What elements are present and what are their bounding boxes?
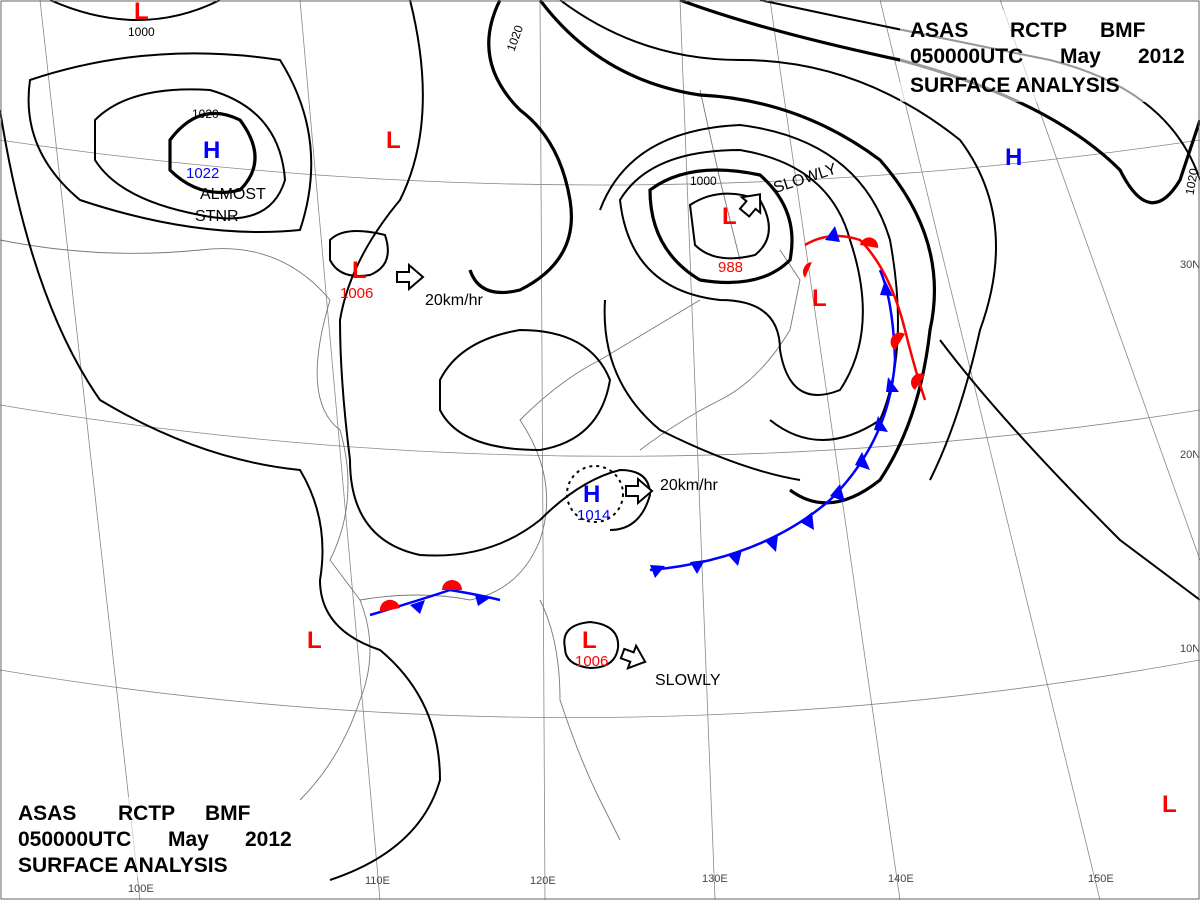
- lat-label: 30N: [1180, 259, 1200, 271]
- lon-label: 100E: [128, 883, 154, 895]
- fronts: [369, 226, 927, 617]
- low-pressure-symbol: L: [386, 127, 401, 154]
- title-block-bottom: ASAS RCTP BMF 050000UTC May 2012 SURFACE…: [10, 797, 300, 877]
- motion-arrow-icon: [625, 476, 654, 506]
- lon-label: 140E: [888, 873, 914, 885]
- lon-label: 110E: [365, 875, 390, 887]
- title-month: May: [168, 828, 209, 851]
- low-pressure-symbol: L: [307, 627, 322, 654]
- high-pressure-symbol: H: [583, 481, 600, 508]
- motion-arrow-icon: [396, 262, 425, 292]
- coastlines: [0, 89, 801, 841]
- lon-label: 120E: [530, 875, 556, 887]
- lat-label: 10N: [1180, 643, 1200, 655]
- motion-label: 20km/hr: [425, 292, 483, 309]
- low-pressure-symbol: L: [582, 627, 597, 654]
- title-block-top: ASAS RCTP BMF 050000UTC May 2012 SURFACE…: [900, 10, 1190, 102]
- motion-label: 20km/hr: [660, 477, 718, 494]
- isobar-label: 1020: [192, 107, 219, 121]
- title-agency: ASAS: [18, 802, 76, 825]
- title-product: SURFACE ANALYSIS: [18, 854, 228, 877]
- low-pressure-symbol: L: [1162, 791, 1177, 818]
- title-code: BMF: [1100, 19, 1146, 42]
- pressure-value: 988: [718, 259, 743, 276]
- lon-label: 150E: [1088, 873, 1114, 885]
- title-code: BMF: [205, 802, 251, 825]
- title-time: 050000UTC: [910, 45, 1023, 68]
- low-pressure-symbol: L: [722, 203, 737, 230]
- title-year: 2012: [245, 828, 292, 851]
- title-agency: ASAS: [910, 19, 968, 42]
- pressure-centers: H 1022 ALMOST STNR L L 1006 20km/hr L 98…: [134, 0, 1177, 818]
- isobar-label: 1020: [1183, 167, 1200, 196]
- title-time: 050000UTC: [18, 828, 131, 851]
- high-pressure-symbol: H: [1005, 144, 1022, 171]
- stnr-label: STNR: [195, 208, 239, 225]
- isobar-label: 1000: [128, 25, 155, 39]
- title-product: SURFACE ANALYSIS: [910, 74, 1120, 97]
- isobar-label: 1000: [690, 174, 717, 188]
- pressure-value: 1006: [575, 653, 608, 670]
- motion-arrow-icon: [619, 643, 647, 670]
- pressure-value: 1006: [340, 285, 373, 302]
- title-station: RCTP: [1010, 19, 1067, 42]
- low-pressure-symbol: L: [812, 285, 827, 312]
- title-station: RCTP: [118, 802, 175, 825]
- title-month: May: [1060, 45, 1101, 68]
- motion-arrow-icon: [738, 193, 762, 218]
- pressure-value: 1014: [577, 507, 610, 524]
- motion-label: SLOWLY: [655, 672, 721, 689]
- high-pressure-symbol: H: [203, 137, 220, 164]
- title-year: 2012: [1138, 45, 1185, 68]
- isobar-labels: 1000 1020 1020 1000 1020: [128, 23, 1200, 196]
- coordinate-labels: 30N 20N 10N 100E 110E 120E 130E 140E 150…: [128, 259, 1200, 895]
- pressure-value: 1022: [186, 165, 219, 182]
- low-pressure-symbol: L: [134, 0, 149, 25]
- lat-label: 20N: [1180, 449, 1200, 461]
- almost-label: ALMOST: [200, 186, 266, 203]
- low-pressure-symbol: L: [352, 257, 367, 284]
- lon-label: 130E: [702, 873, 728, 885]
